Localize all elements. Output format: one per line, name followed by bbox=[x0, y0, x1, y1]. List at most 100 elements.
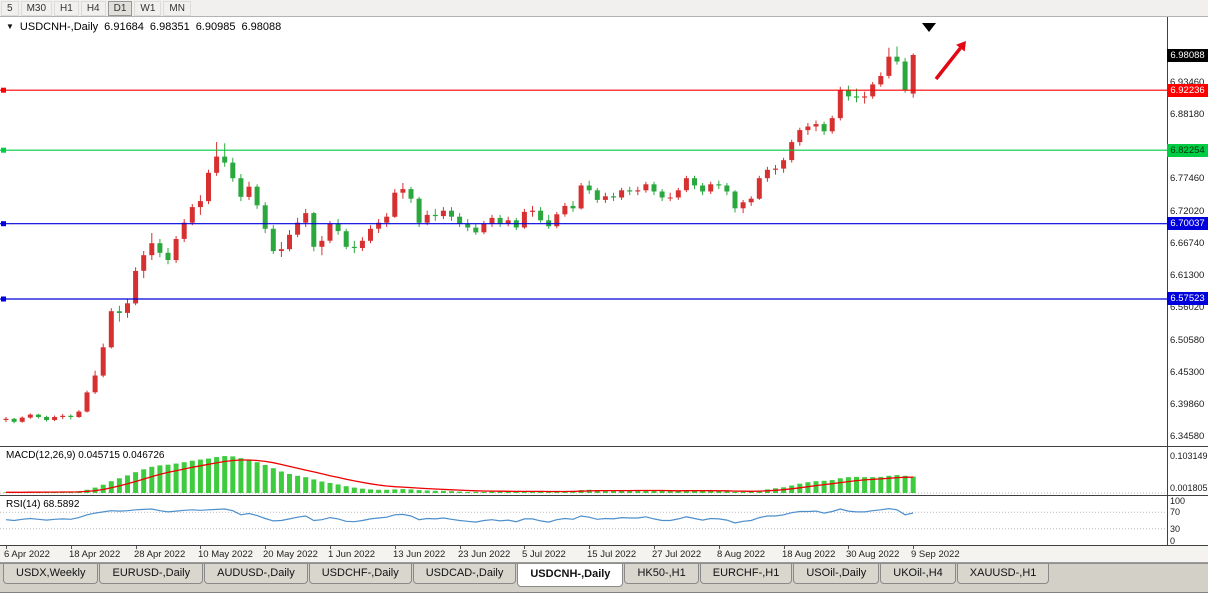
macd-histogram-bar bbox=[643, 490, 649, 493]
macd-histogram-bar bbox=[505, 491, 511, 493]
candle-body bbox=[562, 205, 568, 215]
macd-histogram-bar bbox=[813, 481, 819, 493]
chart-tab-eurchf-h1[interactable]: EURCHF-,H1 bbox=[699, 564, 793, 584]
candle-body bbox=[408, 189, 414, 199]
candle-body bbox=[60, 415, 66, 417]
timeframe-button-h4[interactable]: H4 bbox=[80, 0, 106, 16]
chart-tab-audusd-daily[interactable]: AUDUSD-,Daily bbox=[204, 564, 308, 584]
candle-body bbox=[351, 246, 357, 248]
macd-histogram-bar bbox=[651, 490, 657, 493]
macd-histogram-bar bbox=[570, 491, 576, 493]
macd-histogram-bar bbox=[862, 477, 868, 493]
candle-body bbox=[554, 214, 560, 227]
macd-histogram-bar bbox=[214, 457, 220, 493]
macd-histogram-bar bbox=[805, 482, 811, 493]
candle-body bbox=[327, 223, 333, 241]
macd-histogram-bar bbox=[538, 491, 544, 493]
timeframe-button-d1[interactable]: D1 bbox=[107, 0, 133, 16]
chart-tab-usdx-weekly[interactable]: USDX,Weekly bbox=[3, 564, 99, 584]
candle-body bbox=[789, 142, 795, 161]
candle-body bbox=[521, 211, 527, 228]
time-axis[interactable]: 6 Apr 2022 18 Apr 2022 28 Apr 2022 10 May 2… bbox=[0, 546, 1208, 562]
candle-body bbox=[84, 392, 90, 412]
rsi-axis-label: 0 bbox=[1170, 536, 1176, 546]
macd-histogram-bar bbox=[489, 491, 495, 493]
candle-body bbox=[732, 191, 738, 209]
chart-tab-eurusd-daily[interactable]: EURUSD-,Daily bbox=[99, 564, 204, 584]
chart-tab-usdcad-daily[interactable]: USDCAD-,Daily bbox=[412, 564, 517, 584]
candle-body bbox=[643, 184, 649, 191]
chart-canvas[interactable] bbox=[0, 17, 1167, 446]
candle-body bbox=[262, 205, 268, 229]
time-axis-tick bbox=[136, 546, 137, 549]
macd-histogram-bar bbox=[481, 491, 487, 493]
timeframe-button-5[interactable]: 5 bbox=[1, 0, 19, 16]
candle-body bbox=[619, 190, 625, 198]
panel-separator[interactable] bbox=[0, 446, 1208, 447]
candle-body bbox=[497, 217, 503, 224]
candle-body bbox=[854, 96, 859, 98]
macd-panel[interactable] bbox=[0, 447, 1167, 495]
chart-tab-bar: USDX,Weekly EURUSD-,Daily AUDUSD-,Daily USD… bbox=[0, 563, 1208, 592]
candle-body bbox=[878, 76, 884, 85]
candle-body bbox=[538, 210, 544, 221]
chart-tab-xauusd-h1[interactable]: XAUUSD-,H1 bbox=[956, 564, 1050, 584]
time-axis-label: 27 Jul 2022 bbox=[652, 549, 702, 560]
macd-histogram-bar bbox=[708, 490, 714, 493]
candle-body bbox=[181, 222, 187, 239]
macd-histogram-bar bbox=[530, 491, 535, 493]
chart-tab-hk50-h1[interactable]: HK50-,H1 bbox=[624, 564, 699, 584]
trend-arrow-icon[interactable] bbox=[934, 46, 962, 81]
chart-tab-ukoil-h4[interactable]: UKOil-,H4 bbox=[880, 564, 956, 584]
trend-arrow-head-icon[interactable] bbox=[956, 41, 966, 52]
candle-body bbox=[716, 184, 722, 186]
macd-histogram-bar bbox=[327, 483, 333, 493]
candle-body bbox=[578, 185, 584, 209]
ohlc-high: 6.98351 bbox=[149, 21, 190, 33]
time-axis-tick bbox=[200, 546, 201, 549]
macd-histogram-bar bbox=[440, 490, 446, 493]
line-anchor-marker[interactable] bbox=[1, 221, 6, 227]
price-axis-label: 6.50580 bbox=[1170, 335, 1205, 346]
macd-histogram-bar bbox=[854, 476, 859, 493]
chart-symbol-period: USDCNH-,Daily bbox=[19, 21, 99, 33]
price-axis-label: 6.77460 bbox=[1170, 173, 1205, 184]
chart-tab-usdcnh-daily[interactable]: USDCNH-,Daily bbox=[517, 564, 624, 587]
timeframe-button-m30[interactable]: M30 bbox=[20, 0, 53, 16]
candle-body bbox=[465, 223, 471, 228]
time-axis-label: 28 Apr 2022 bbox=[134, 549, 186, 560]
macd-histogram-bar bbox=[197, 459, 203, 493]
candle-body bbox=[594, 190, 600, 200]
candle-body bbox=[449, 210, 454, 217]
macd-histogram-bar bbox=[384, 489, 390, 493]
macd-histogram-bar bbox=[424, 490, 430, 493]
time-axis-label: 8 Aug 2022 bbox=[717, 549, 766, 560]
macd-histogram-bar bbox=[189, 460, 195, 493]
candle-body bbox=[416, 198, 422, 223]
candle-body bbox=[246, 186, 252, 197]
macd-histogram-bar bbox=[886, 475, 892, 493]
subwindow-toggle-icon[interactable]: ▼ bbox=[6, 22, 14, 31]
triangle-down-marker-icon[interactable] bbox=[922, 23, 936, 32]
macd-histogram-bar bbox=[392, 489, 398, 493]
candle-body bbox=[675, 190, 681, 198]
macd-histogram-bar bbox=[295, 475, 301, 493]
line-anchor-marker[interactable] bbox=[1, 87, 6, 93]
time-axis-label: 30 Aug 2022 bbox=[846, 549, 900, 560]
line-anchor-marker[interactable] bbox=[1, 296, 6, 302]
ohlc-low: 6.90985 bbox=[195, 21, 236, 33]
panel-separator[interactable] bbox=[0, 495, 1208, 496]
rsi-panel[interactable] bbox=[0, 496, 1167, 545]
chart-tab-usoil-daily[interactable]: USOil-,Daily bbox=[793, 564, 880, 584]
line-anchor-marker[interactable] bbox=[1, 147, 6, 153]
timeframe-button-mn[interactable]: MN bbox=[163, 0, 191, 16]
timeframe-button-w1[interactable]: W1 bbox=[134, 0, 162, 16]
candle-body bbox=[764, 169, 770, 179]
price-axis-label: 6.72020 bbox=[1170, 206, 1205, 217]
candle-body bbox=[238, 178, 244, 197]
timeframe-button-h1[interactable]: H1 bbox=[54, 0, 79, 16]
candle-body bbox=[432, 214, 438, 217]
candle-body bbox=[489, 217, 495, 224]
candle-body bbox=[910, 55, 916, 94]
chart-tab-usdchf-daily[interactable]: USDCHF-,Daily bbox=[308, 564, 412, 584]
